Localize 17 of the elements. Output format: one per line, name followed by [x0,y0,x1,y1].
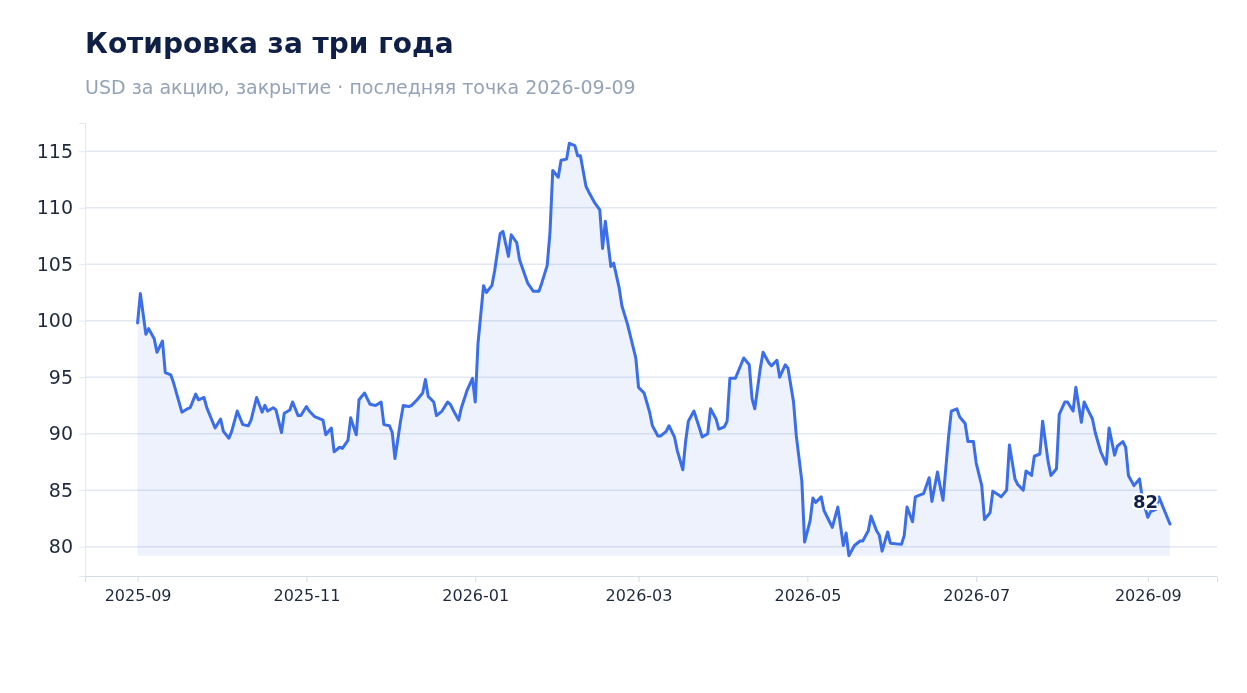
x-tick-label: 2025-09 [104,586,172,606]
x-tick-label: 2026-03 [605,586,673,606]
x-tick-label: 2026-07 [943,586,1011,606]
y-tick-label: 100 [36,309,73,332]
x-tick-label: 2026-05 [774,586,842,606]
y-tick-label: 115 [36,139,73,162]
y-tick-label: 80 [48,535,73,558]
y-tick-label: 90 [48,422,73,445]
y-tick-label: 85 [48,478,73,501]
y-tick-label: 110 [36,196,73,219]
x-tick-label: 2026-01 [442,586,510,606]
x-tick-label: 2025-11 [273,586,341,606]
y-tick-label: 105 [36,252,73,275]
y-tick-label: 95 [48,365,73,388]
chart-title: Котировка за три года [85,27,454,60]
x-tick-label: 2026-09 [1114,586,1182,606]
chart-subtitle: USD за акцию, закрытие · последняя точка 2026-09-09 [85,76,636,98]
